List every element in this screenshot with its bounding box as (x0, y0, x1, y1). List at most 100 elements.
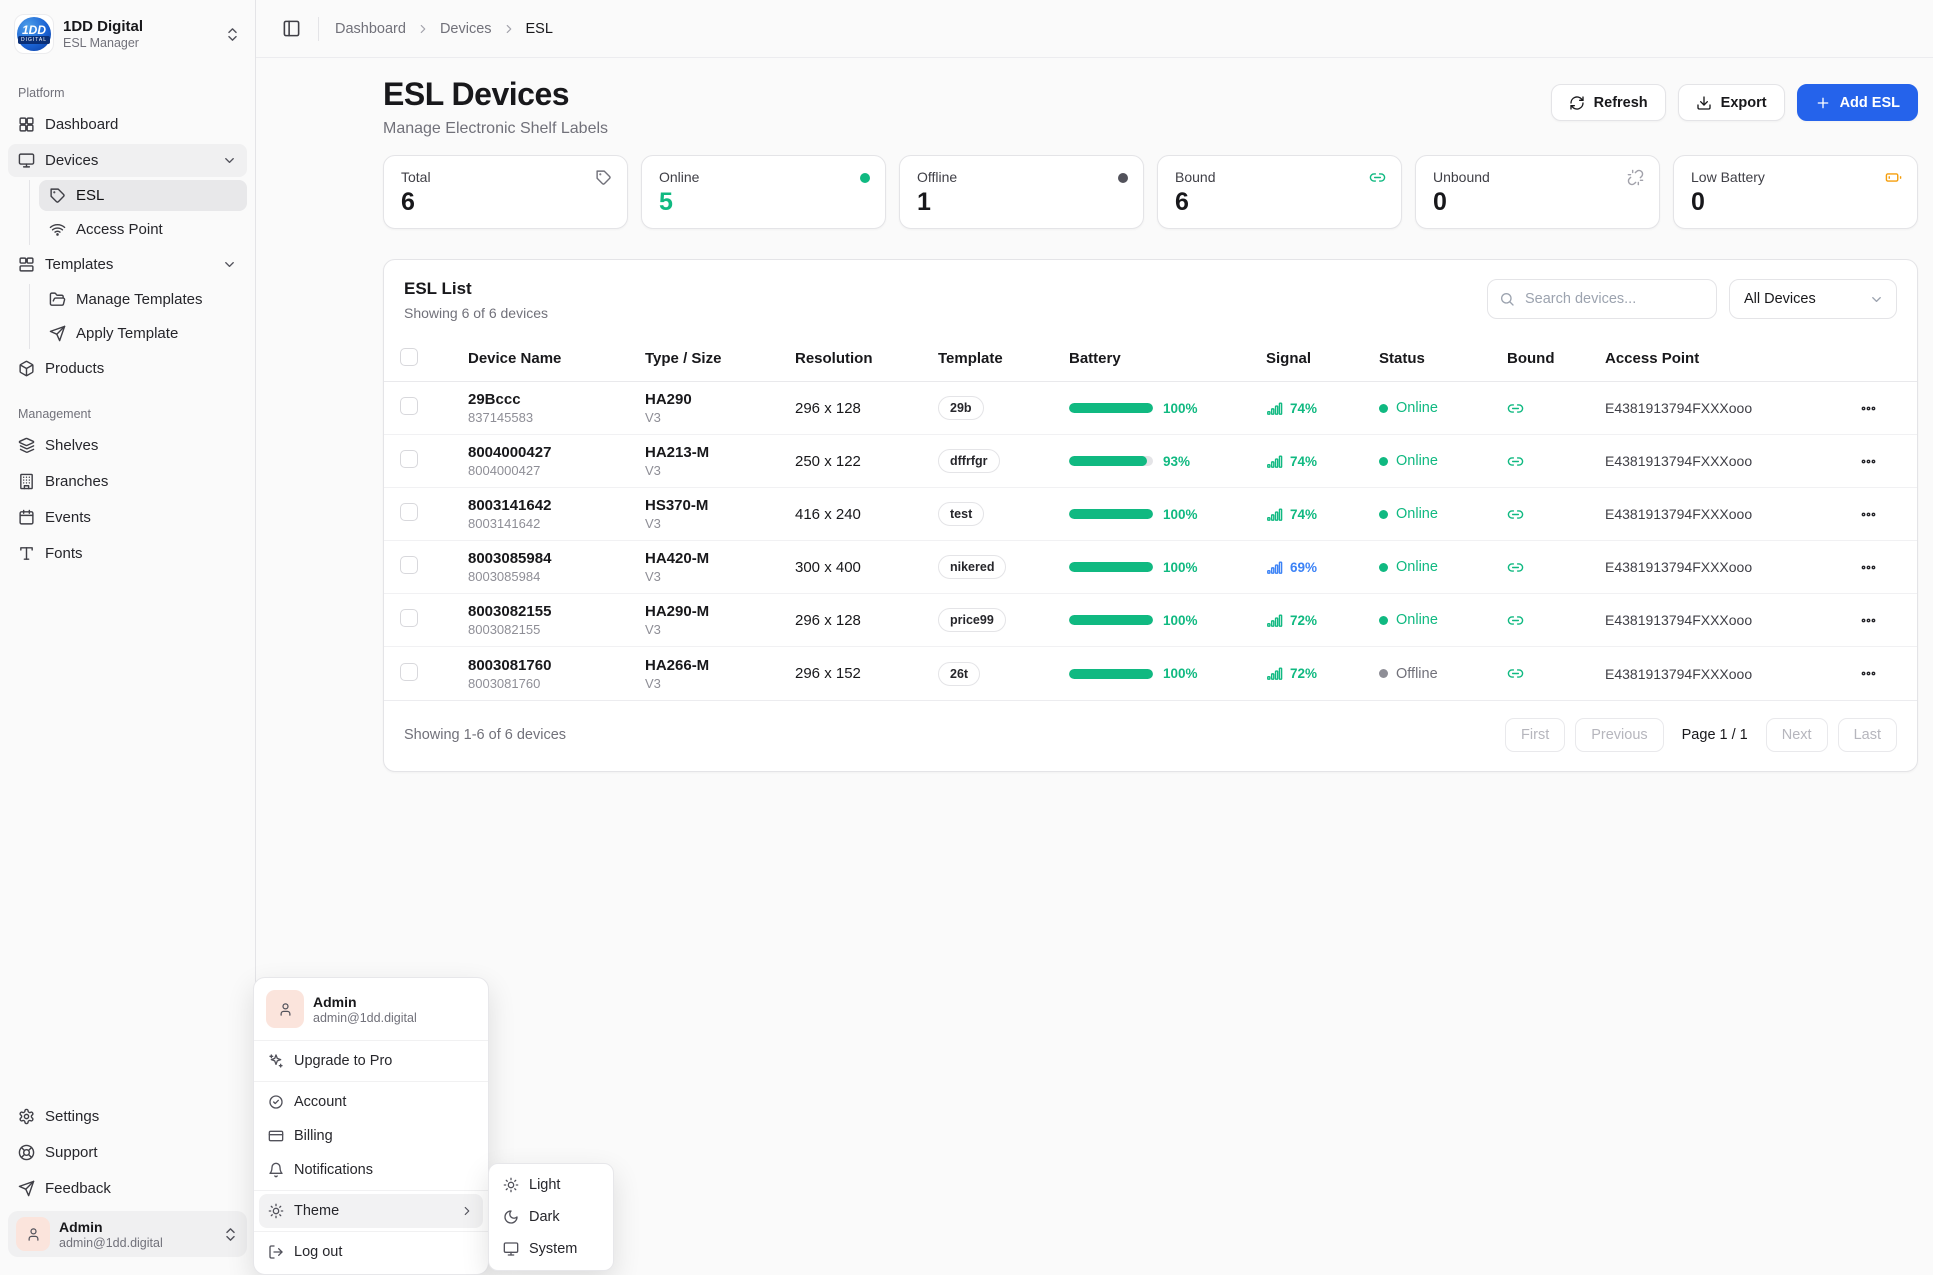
access-point: E4381913794FXXXooo (1605, 506, 1753, 522)
device-filter-select[interactable]: All Devices (1729, 279, 1897, 319)
signal-icon (1267, 613, 1283, 627)
refresh-button[interactable]: Refresh (1550, 84, 1666, 121)
next-page-button[interactable]: Next (1765, 718, 1828, 752)
page-content: ESL Devices Manage Electronic Shelf Labe… (256, 58, 1933, 1265)
row-checkbox[interactable] (400, 397, 418, 415)
layers-icon (18, 437, 35, 453)
battery-percent: 100% (1163, 612, 1198, 628)
export-button[interactable]: Export (1677, 84, 1785, 121)
battery-percent: 100% (1163, 666, 1198, 681)
sidebar-item-access-point[interactable]: Access Point (39, 214, 247, 245)
battery-percent: 100% (1163, 400, 1198, 416)
sidebar-item-apply-template[interactable]: Apply Template (39, 318, 247, 349)
menu-item-upgrade[interactable]: Upgrade to Pro (259, 1044, 483, 1078)
sidebar-item-shelves[interactable]: Shelves (8, 429, 247, 462)
page-indicator: Page 1 / 1 (1681, 727, 1748, 743)
brand-logo: 1DD DIGITAL (14, 14, 54, 54)
download-icon (1696, 95, 1711, 110)
search-input[interactable] (1487, 279, 1717, 319)
row-checkbox[interactable] (400, 556, 418, 574)
dashboard-icon (19, 117, 34, 132)
sidebar-item-support[interactable]: Support (8, 1136, 247, 1169)
device-name: 8004000427 (468, 444, 552, 461)
stat-card-low-battery: Low Battery 0 (1673, 155, 1918, 229)
row-actions-button[interactable] (1853, 499, 1883, 529)
ellipsis-icon (1861, 406, 1875, 410)
access-point: E4381913794FXXXooo (1605, 612, 1753, 628)
theme-option-system[interactable]: System (494, 1233, 608, 1265)
row-checkbox[interactable] (400, 503, 418, 521)
add-esl-button[interactable]: Add ESL (1796, 84, 1918, 121)
device-resolution: 250 x 122 (795, 452, 861, 470)
theme-option-dark[interactable]: Dark (494, 1201, 608, 1233)
send-icon (49, 325, 66, 342)
menu-item-account[interactable]: Account (259, 1085, 483, 1119)
menu-item-billing[interactable]: Billing (259, 1119, 483, 1153)
sidebar-item-events[interactable]: Events (8, 501, 247, 534)
sidebar-item-fonts[interactable]: Fonts (8, 537, 247, 570)
sidebar-item-products[interactable]: Products (8, 352, 247, 385)
table-footer: Showing 1-6 of 6 devices First Previous … (384, 700, 1917, 771)
sidebar-item-devices[interactable]: Devices (8, 144, 247, 177)
menu-item-notifications[interactable]: Notifications (259, 1153, 483, 1187)
table-row: 29Bccc 837145583 HA290 V3 296 x 128 29b 100% 74… (384, 382, 1917, 435)
row-actions-button[interactable] (1853, 552, 1883, 582)
previous-page-button[interactable]: Previous (1575, 718, 1664, 752)
device-id: 837145583 (468, 410, 534, 425)
table-header: Device Name Type / Size Resolution Templ… (384, 336, 1917, 382)
bound-link-icon (1507, 403, 1524, 413)
sidebar-item-templates[interactable]: Templates (8, 248, 247, 281)
ellipsis-icon (1861, 459, 1875, 463)
section-label-management: Management (18, 407, 91, 421)
sidebar-item-branches[interactable]: Branches (8, 465, 247, 498)
brand-subtitle: ESL Manager (63, 36, 139, 50)
battery-bar (1069, 615, 1153, 625)
sidebar-toggle-button[interactable] (274, 12, 308, 46)
folder-open-icon (49, 292, 66, 306)
bell-icon (269, 1162, 283, 1178)
status-label: Online (1396, 400, 1438, 416)
divider (254, 1231, 488, 1232)
row-actions-button[interactable] (1853, 393, 1883, 423)
theme-option-light[interactable]: Light (494, 1169, 608, 1201)
sidebar-user-button[interactable]: Admin admin@1dd.digital (8, 1211, 247, 1257)
row-actions-button[interactable] (1853, 605, 1883, 635)
row-checkbox[interactable] (400, 662, 418, 681)
menu-item-logout[interactable]: Log out (259, 1235, 483, 1269)
device-type: HA290 (645, 391, 692, 408)
last-page-button[interactable]: Last (1837, 718, 1897, 752)
sidebar-nav: Platform Dashboard Devices ESL Access Po… (8, 60, 247, 573)
breadcrumb-devices[interactable]: Devices (439, 20, 492, 37)
row-checkbox[interactable] (400, 450, 418, 468)
breadcrumb-dashboard[interactable]: Dashboard (335, 20, 406, 37)
offline-dot-icon (1118, 169, 1128, 183)
first-page-button[interactable]: First (1505, 718, 1566, 752)
bound-link-icon (1507, 456, 1524, 466)
row-actions-button[interactable] (1853, 446, 1883, 476)
bound-indicator (1507, 400, 1605, 417)
sidebar-item-feedback[interactable]: Feedback (8, 1172, 247, 1205)
workspace-switcher[interactable]: 1DD DIGITAL 1DD Digital ESL Manager (8, 8, 247, 60)
sidebar-item-settings[interactable]: Settings (8, 1100, 247, 1133)
device-type: HA420-M (645, 550, 710, 567)
select-all-checkbox[interactable] (400, 347, 418, 366)
sidebar-item-esl[interactable]: ESL (39, 180, 247, 211)
bound-indicator (1507, 559, 1605, 576)
sidebar-footer: Settings Support Feedback Admin admin@1d… (8, 1100, 247, 1257)
top-bar: Dashboard Devices ESL (256, 0, 1933, 58)
breadcrumb-esl: ESL (525, 20, 553, 37)
sidebar-item-dashboard[interactable]: Dashboard (8, 108, 247, 141)
menu-item-theme[interactable]: Theme (259, 1194, 483, 1228)
row-checkbox[interactable] (400, 609, 418, 627)
sidebar-item-manage-templates[interactable]: Manage Templates (39, 284, 247, 315)
device-version: V3 (645, 516, 661, 531)
link-icon (1369, 169, 1386, 186)
row-actions-button[interactable] (1853, 659, 1883, 689)
bound-indicator (1507, 506, 1605, 523)
battery-percent: 100% (1163, 559, 1198, 575)
device-name: 29Bccc (468, 391, 521, 408)
online-dot-icon (860, 169, 870, 183)
user-email: admin@1dd.digital (313, 1010, 417, 1025)
bound-link-icon (1507, 509, 1524, 519)
section-label-platform: Platform (18, 86, 65, 100)
